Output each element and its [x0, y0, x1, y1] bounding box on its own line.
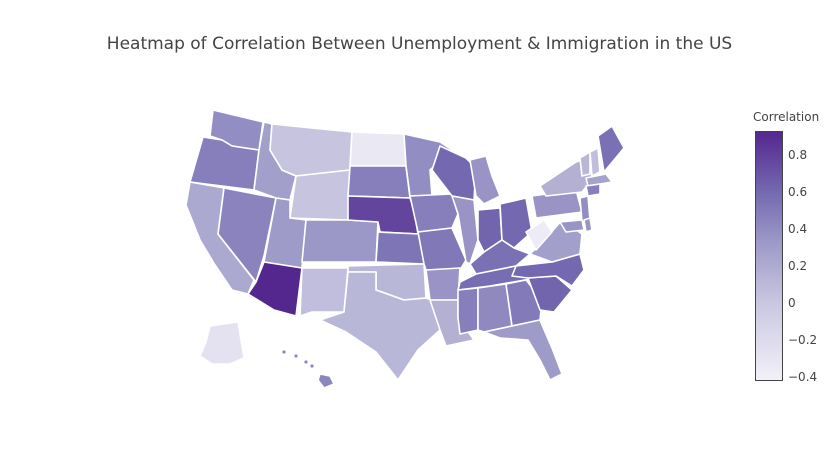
state-ar[interactable] — [425, 267, 461, 301]
state-nv[interactable] — [217, 187, 277, 283]
state-hi-islet — [282, 350, 286, 354]
state-hi-islet — [294, 354, 298, 358]
state-ia[interactable] — [409, 193, 459, 233]
chart-title: Heatmap of Correlation Between Unemploym… — [106, 34, 733, 54]
colorbar-title: Correlation — [753, 110, 820, 124]
state-wy[interactable] — [289, 169, 351, 221]
colorbar-tick-label: 0.8 — [788, 148, 808, 163]
colorbar-tick-label: 0.6 — [788, 185, 808, 200]
state-ma[interactable] — [585, 173, 613, 187]
state-ct[interactable] — [585, 183, 601, 197]
state-hi-islet — [304, 360, 308, 364]
state-ks[interactable] — [375, 231, 425, 265]
colorbar-tick-label: 0.2 — [788, 259, 808, 274]
state-de[interactable] — [583, 217, 593, 233]
state-co[interactable] — [301, 219, 379, 263]
colorbar-tick-label: 0 — [788, 296, 796, 311]
state-hi-islet — [310, 364, 314, 368]
state-ms[interactable] — [457, 287, 479, 335]
state-hi[interactable] — [317, 373, 335, 389]
state-oh[interactable] — [499, 197, 533, 249]
state-nd[interactable] — [349, 131, 407, 167]
state-ak[interactable] — [199, 321, 245, 365]
state-wv[interactable] — [525, 219, 553, 251]
colorbar-tick-label: −0.2 — [788, 333, 818, 348]
colorbar-tick-label: 0.4 — [788, 222, 808, 237]
state-mt[interactable] — [269, 123, 353, 177]
state-mi[interactable] — [469, 155, 501, 205]
state-vt[interactable] — [579, 151, 591, 177]
state-me[interactable] — [597, 125, 625, 173]
state-tx[interactable] — [319, 271, 443, 381]
state-md[interactable] — [559, 219, 585, 233]
state-fl[interactable] — [483, 319, 563, 381]
state-wi[interactable] — [431, 145, 477, 201]
state-sd[interactable] — [347, 165, 411, 199]
state-nh[interactable] — [589, 147, 601, 177]
colorbar-tick-label: −0.4 — [788, 370, 818, 385]
state-nm[interactable] — [299, 267, 349, 317]
colorbar — [755, 131, 783, 381]
state-mo[interactable] — [417, 227, 467, 271]
